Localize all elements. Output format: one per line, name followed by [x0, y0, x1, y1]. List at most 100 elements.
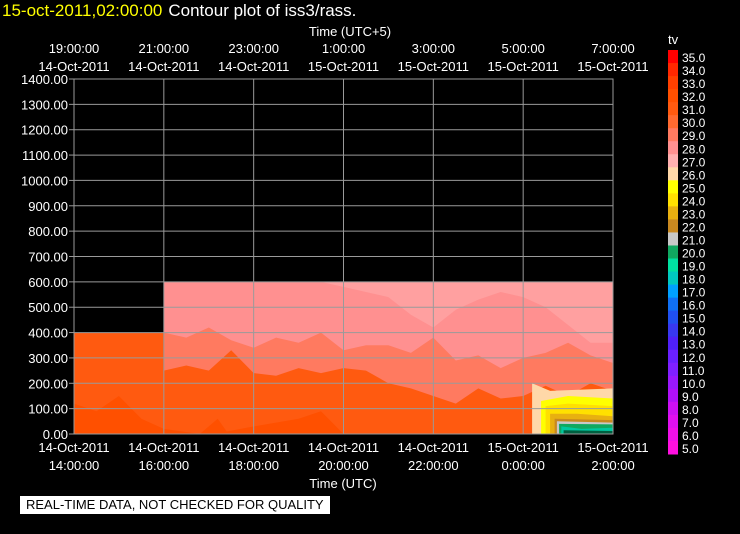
- x-tick-date-4: 14-Oct-2011: [398, 440, 469, 455]
- colorbar-swatch-17: [668, 219, 678, 233]
- colorbar-swatch-2: [668, 414, 678, 429]
- colorbar-level-0: 5.0: [682, 442, 699, 456]
- colorbar-level-22: 27.0: [682, 155, 706, 169]
- colorbar-level-26: 31.0: [682, 103, 706, 117]
- x-tick-date-5: 15-Oct-2011: [488, 440, 559, 455]
- colorbar-level-7: 12.0: [682, 351, 706, 365]
- colorbar-swatch-29: [668, 63, 678, 77]
- x-tick-time-3: 20:00:00: [318, 458, 369, 473]
- colorbar-swatch-21: [668, 167, 678, 181]
- x-tick-time-1: 16:00:00: [139, 458, 190, 473]
- x2-tick-time-6: 7:00:00: [591, 41, 634, 56]
- colorbar-swatch-15: [668, 245, 678, 260]
- colorbar: tv35.034.033.032.031.030.029.028.027.026…: [668, 32, 706, 456]
- colorbar-level-2: 7.0: [682, 416, 699, 430]
- colorbar-level-1: 6.0: [682, 429, 699, 443]
- x2-tick-time-5: 5:00:00: [501, 41, 544, 56]
- x2-tick-date-1: 14-Oct-2011: [128, 59, 199, 74]
- colorbar-swatch-10: [668, 310, 678, 325]
- colorbar-swatch-0: [668, 440, 678, 455]
- colorbar-swatch-5: [668, 375, 678, 390]
- colorbar-level-27: 32.0: [682, 90, 706, 104]
- colorbar-level-12: 17.0: [682, 286, 706, 300]
- colorbar-swatch-6: [668, 362, 678, 377]
- x2-tick-date-0: 14-Oct-2011: [38, 59, 109, 74]
- x-axis-bottom: 14-Oct-2011 14:00:00 14-Oct-2011 16:00:00 14…: [38, 440, 648, 473]
- colorbar-level-19: 24.0: [682, 194, 706, 208]
- y-tick-label-8: 800.00: [28, 224, 68, 239]
- colorbar-level-24: 29.0: [682, 129, 706, 143]
- x-axis-top: 19:00:00 14-Oct-2011 21:00:00 14-Oct-2011 23…: [38, 41, 648, 74]
- x-tick-date-6: 15-Oct-2011: [577, 440, 648, 455]
- x2-tick-time-4: 3:00:00: [412, 41, 455, 56]
- colorbar-level-3: 8.0: [682, 403, 699, 417]
- colorbar-swatch-27: [668, 89, 678, 103]
- chart-title: 15-oct-2011,02:00:00 Contour plot of iss3…: [2, 1, 356, 21]
- colorbar-level-8: 13.0: [682, 338, 706, 352]
- x2-tick-date-5: 15-Oct-2011: [488, 59, 559, 74]
- x2-tick-time-3: 1:00:00: [322, 41, 365, 56]
- y-tick-label-13: 1300.00: [21, 97, 68, 112]
- x-tick-date-1: 14-Oct-2011: [128, 440, 199, 455]
- colorbar-swatch-26: [668, 102, 678, 116]
- x-tick-date-3: 14-Oct-2011: [308, 440, 379, 455]
- colorbar-level-28: 33.0: [682, 77, 706, 91]
- colorbar-level-23: 28.0: [682, 142, 706, 156]
- colorbar-level-5: 10.0: [682, 377, 706, 391]
- colorbar-swatch-3: [668, 401, 678, 416]
- x-tick-date-0: 14-Oct-2011: [38, 440, 109, 455]
- colorbar-swatch-13: [668, 271, 678, 286]
- x-tick-date-2: 14-Oct-2011: [218, 440, 289, 455]
- colorbar-swatch-11: [668, 297, 678, 312]
- colorbar-level-16: 21.0: [682, 233, 706, 247]
- colorbar-level-11: 16.0: [682, 299, 706, 313]
- y-tick-label-2: 200.00: [28, 376, 68, 391]
- y-tick-label-10: 1000.00: [21, 173, 68, 188]
- y-tick-label-4: 400.00: [28, 326, 68, 341]
- colorbar-level-30: 35.0: [682, 51, 706, 65]
- colorbar-swatch-9: [668, 323, 678, 338]
- y-tick-label-11: 1100.00: [22, 148, 68, 163]
- x2-tick-time-0: 19:00:00: [49, 41, 100, 56]
- colorbar-level-20: 25.0: [682, 181, 706, 195]
- colorbar-swatch-19: [668, 193, 678, 207]
- y-tick-label-1: 100.00: [28, 402, 68, 417]
- contour-region-5: [321, 281, 613, 343]
- colorbar-swatch-8: [668, 336, 678, 351]
- colorbar-level-9: 14.0: [682, 325, 706, 339]
- x-tick-time-4: 22:00:00: [408, 458, 459, 473]
- colorbar-swatch-23: [668, 141, 678, 155]
- contour-region-4: [163, 281, 614, 369]
- x2-tick-date-4: 15-Oct-2011: [398, 59, 469, 74]
- x2-tick-date-3: 15-Oct-2011: [308, 59, 379, 74]
- colorbar-swatch-24: [668, 128, 678, 142]
- y-tick-label-7: 700.00: [28, 250, 68, 265]
- y-axis: 0.00 100.00 200.00 300.00 400.00 500.00 600.00…: [21, 72, 74, 442]
- y-tick-label-0: 0.00: [43, 427, 68, 442]
- x-tick-time-0: 14:00:00: [49, 458, 100, 473]
- x2-tick-time-2: 23:00:00: [228, 41, 279, 56]
- colorbar-swatch-22: [668, 154, 678, 168]
- colorbar-level-17: 22.0: [682, 220, 706, 234]
- colorbar-swatch-1: [668, 427, 678, 442]
- x2-tick-date-2: 14-Oct-2011: [218, 59, 289, 74]
- colorbar-swatch-30: [668, 50, 678, 64]
- chart-grid: [73, 78, 614, 435]
- y-tick-label-6: 600.00: [28, 275, 68, 290]
- y-tick-label-5: 500.00: [28, 300, 68, 315]
- x2-tick-date-6: 15-Oct-2011: [577, 59, 648, 74]
- colorbar-level-29: 34.0: [682, 64, 706, 78]
- contour-region-15: [563, 430, 613, 434]
- x-tick-time-2: 18:00:00: [228, 458, 279, 473]
- y-tick-label-14: 1400.00: [21, 72, 68, 87]
- colorbar-swatch-16: [668, 232, 678, 246]
- colorbar-swatch-14: [668, 258, 678, 273]
- colorbar-label: tv: [668, 32, 679, 47]
- y-tick-label-9: 900.00: [28, 199, 68, 214]
- x-axis-label: Time (UTC): [309, 476, 376, 491]
- colorbar-swatch-12: [668, 284, 678, 299]
- chart-title-text: Contour plot of iss3/rass.: [168, 1, 357, 20]
- colorbar-level-6: 11.0: [682, 364, 705, 378]
- quality-note: REAL-TIME DATA, NOT CHECKED FOR QUALITY: [20, 496, 330, 514]
